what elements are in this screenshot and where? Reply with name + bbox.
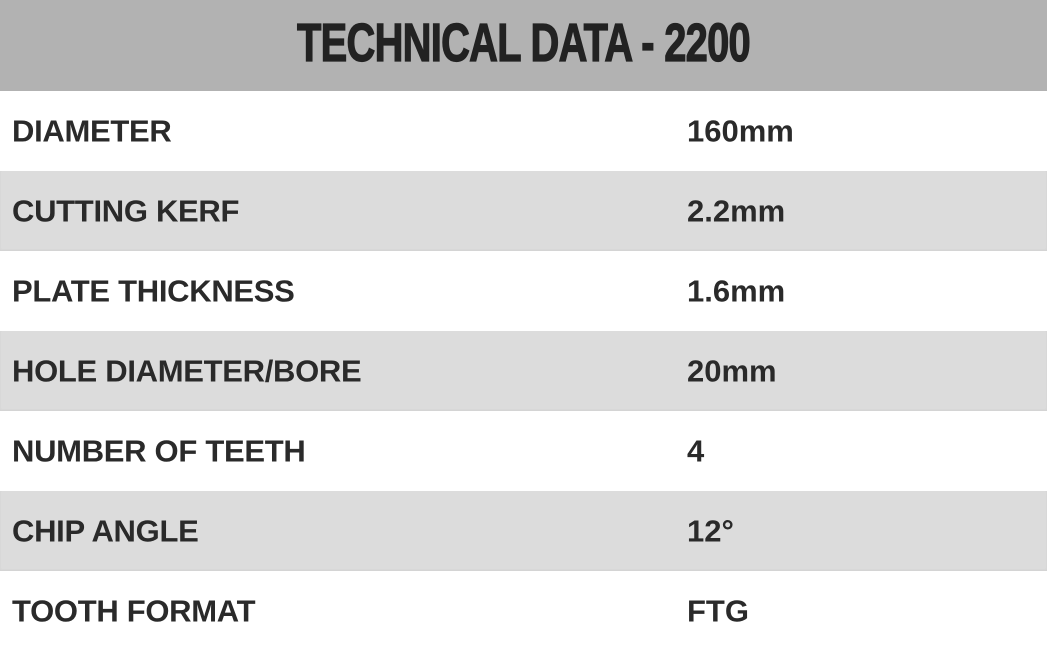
svg-text:TECHNICAL DATA - 2200: TECHNICAL DATA - 2200 <box>297 13 750 73</box>
